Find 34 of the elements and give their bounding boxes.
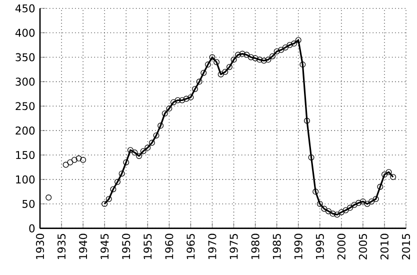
y-tick-label: 450: [15, 4, 35, 12]
x-tick-label: 2000: [337, 234, 346, 260]
x-tick-label: 1935: [57, 234, 66, 260]
x-tick-label: 1950: [122, 234, 130, 260]
x-tick-label: 1995: [316, 234, 324, 260]
y-tick-label: 400: [15, 28, 35, 37]
x-tick-label: 1945: [100, 234, 109, 260]
point: [71, 156, 78, 163]
y-tick-label: 0: [29, 224, 35, 232]
y-tick-label: 350: [16, 53, 35, 62]
x-tick-label: 1980: [251, 234, 260, 260]
y-tick-label: 150: [16, 150, 35, 160]
x-tick-label: 1970: [208, 234, 216, 260]
x-tick-label: 1965: [186, 234, 195, 260]
x-tick-label: 1955: [144, 234, 152, 260]
y-tick-label: 50: [22, 200, 35, 208]
point: [46, 194, 52, 201]
x-tick-label: 1930: [36, 234, 44, 260]
x-tick-label: 1975: [230, 234, 238, 260]
point: [80, 156, 86, 163]
point: [62, 162, 69, 168]
y-tick-label: 200: [16, 126, 35, 135]
x-tick-label: 2005: [358, 234, 367, 260]
x-tick-label: 1985: [272, 234, 281, 260]
point: [76, 155, 82, 162]
y-tick-label: 100: [16, 175, 35, 184]
x-tick-label: 2015: [402, 234, 410, 260]
y-tick-label: 300: [16, 78, 35, 86]
x-tick-label: 1990: [294, 234, 302, 260]
x-tick-label: 2010: [380, 234, 389, 260]
y-tick-label: 250: [16, 102, 35, 110]
x-tick-label: 1940: [79, 234, 88, 260]
point: [67, 159, 74, 166]
x-tick-label: 1960: [165, 234, 174, 260]
